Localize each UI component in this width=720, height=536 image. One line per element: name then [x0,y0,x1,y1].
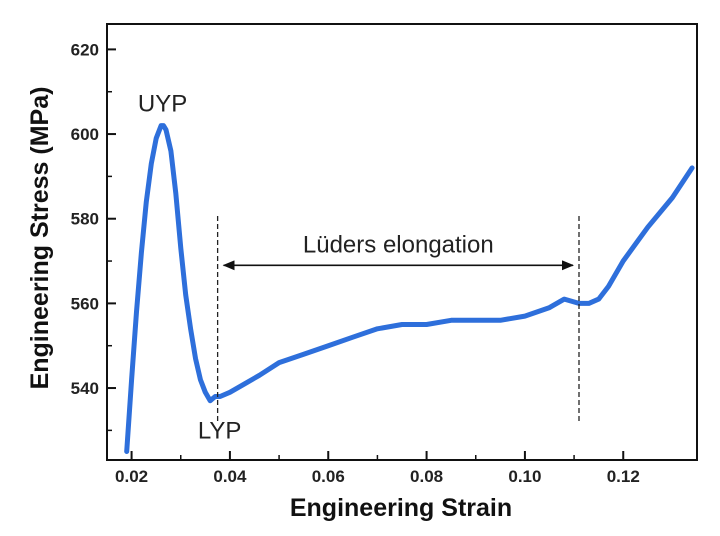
uyp-label: UYP [138,91,187,118]
x-axis-title: Engineering Strain [290,494,512,522]
y-tick-label: 620 [71,40,99,59]
y-tick-label: 540 [71,379,99,398]
x-tick-label: 0.08 [410,467,443,486]
luders-label: Lüders elongation [303,231,494,258]
lyp-label: LYP [198,418,242,445]
x-tick-label: 0.02 [115,467,148,486]
y-tick-label: 600 [71,125,99,144]
x-tick-label: 0.04 [213,467,247,486]
y-tick-label: 560 [71,294,99,313]
stress-strain-curve [124,123,695,454]
x-tick-label: 0.10 [508,467,541,486]
x-tick-label: 0.12 [607,467,640,486]
plot-frame [106,23,698,461]
y-axis-title: Engineering Stress (MPa) [26,87,54,390]
x-tick-label: 0.06 [312,467,345,486]
y-tick-label: 580 [71,210,99,229]
